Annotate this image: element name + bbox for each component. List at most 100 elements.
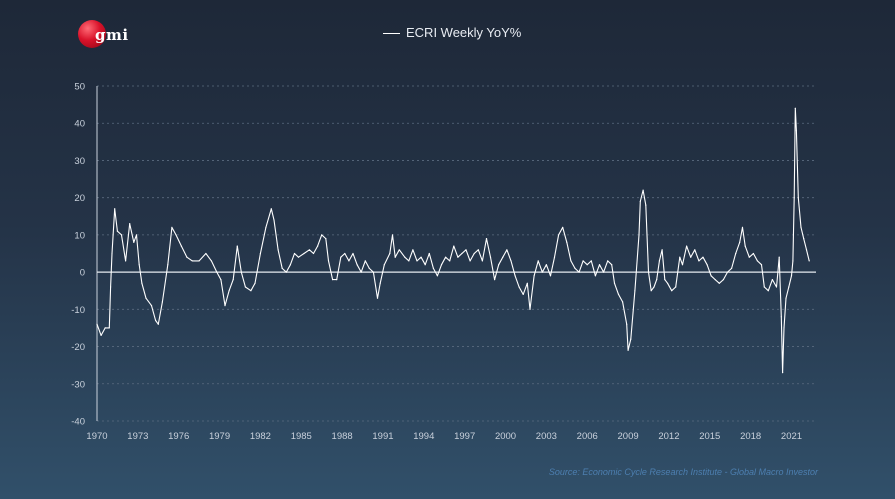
data-point [494,279,496,281]
data-point [436,275,438,277]
chart-legend: ECRI Weekly YoY% [383,25,521,40]
data-point [634,290,636,292]
data-point [216,271,218,273]
data-point [783,327,785,329]
data-point [794,107,796,109]
data-point [785,297,787,299]
data-point [432,267,434,269]
data-point [790,275,793,277]
data-point [424,264,426,266]
data-point [518,286,520,288]
data-point [416,260,418,262]
data-point [356,264,358,266]
data-point [254,282,256,284]
data-point [360,271,362,273]
data-point [473,252,475,255]
data-point [100,334,102,336]
y-tick-label: 30 [74,156,85,167]
data-point [167,264,169,266]
data-point [626,323,628,325]
data-point [778,256,780,258]
x-tick-label: 2021 [781,431,802,442]
data-point [767,290,769,292]
x-tick-label: 2012 [658,431,679,442]
data-point [449,260,451,262]
x-tick-label: 1994 [413,431,434,442]
data-point [718,282,720,284]
data-point [325,238,327,240]
data-point [726,271,729,273]
data-point [537,260,539,262]
data-point [771,279,774,281]
y-tick-label: -10 [71,305,85,316]
data-point [748,256,750,258]
data-point [702,256,704,258]
data-point [566,241,568,243]
data-point [744,245,746,247]
data-point [526,282,528,284]
data-point [461,252,463,255]
data-point [782,372,784,374]
data-point [141,282,143,284]
data-point [125,260,127,262]
data-point [198,260,200,262]
data-point [506,249,508,251]
y-tick-label: 10 [74,230,85,241]
data-point [270,208,272,210]
series-line-ecri-weekly-yoy [96,107,810,374]
data-point [630,338,632,340]
data-point [281,267,283,269]
data-point [681,264,684,266]
data-point [650,290,652,292]
x-tick-label: 2003 [536,431,557,442]
data-point [607,260,609,262]
data-point [735,252,737,255]
data-point [285,271,287,273]
data-point [259,252,261,255]
y-tick-label: 50 [74,82,85,93]
data-point [638,234,640,236]
x-tick-label: 1976 [168,431,189,442]
data-point [675,286,677,288]
data-point [155,319,157,322]
data-point [265,226,267,228]
data-point [793,197,795,199]
data-point [656,279,658,281]
x-tick-label: 1997 [454,431,475,442]
x-tick-label: 1973 [127,431,148,442]
data-point [389,252,391,255]
y-tick-label: 40 [74,119,85,130]
data-point [336,279,338,281]
data-point [344,252,346,255]
data-point [191,260,193,262]
data-point [465,249,467,251]
data-point [489,256,492,258]
data-point [645,204,647,206]
data-point [303,252,305,255]
data-point [157,323,159,325]
data-point [445,256,447,258]
logo-ball-icon [78,20,106,48]
data-point [372,271,374,273]
data-point [797,197,799,199]
data-point [308,249,310,251]
legend-line-swatch [383,33,400,35]
data-point [394,256,396,258]
data-point [104,327,106,329]
data-point [383,264,385,266]
y-tick-label: -20 [71,342,85,353]
data-point [598,264,601,266]
x-tick-label: 2009 [618,431,639,442]
data-point [108,327,110,329]
data-point [617,293,620,295]
data-point [352,252,354,255]
data-point [667,282,669,284]
x-tick-label: 2015 [699,431,720,442]
data-point [289,264,291,266]
data-point [522,293,524,295]
data-point [514,275,516,277]
data-point [714,279,716,281]
data-point [639,200,641,202]
data-point [186,256,188,258]
data-point [578,271,580,273]
